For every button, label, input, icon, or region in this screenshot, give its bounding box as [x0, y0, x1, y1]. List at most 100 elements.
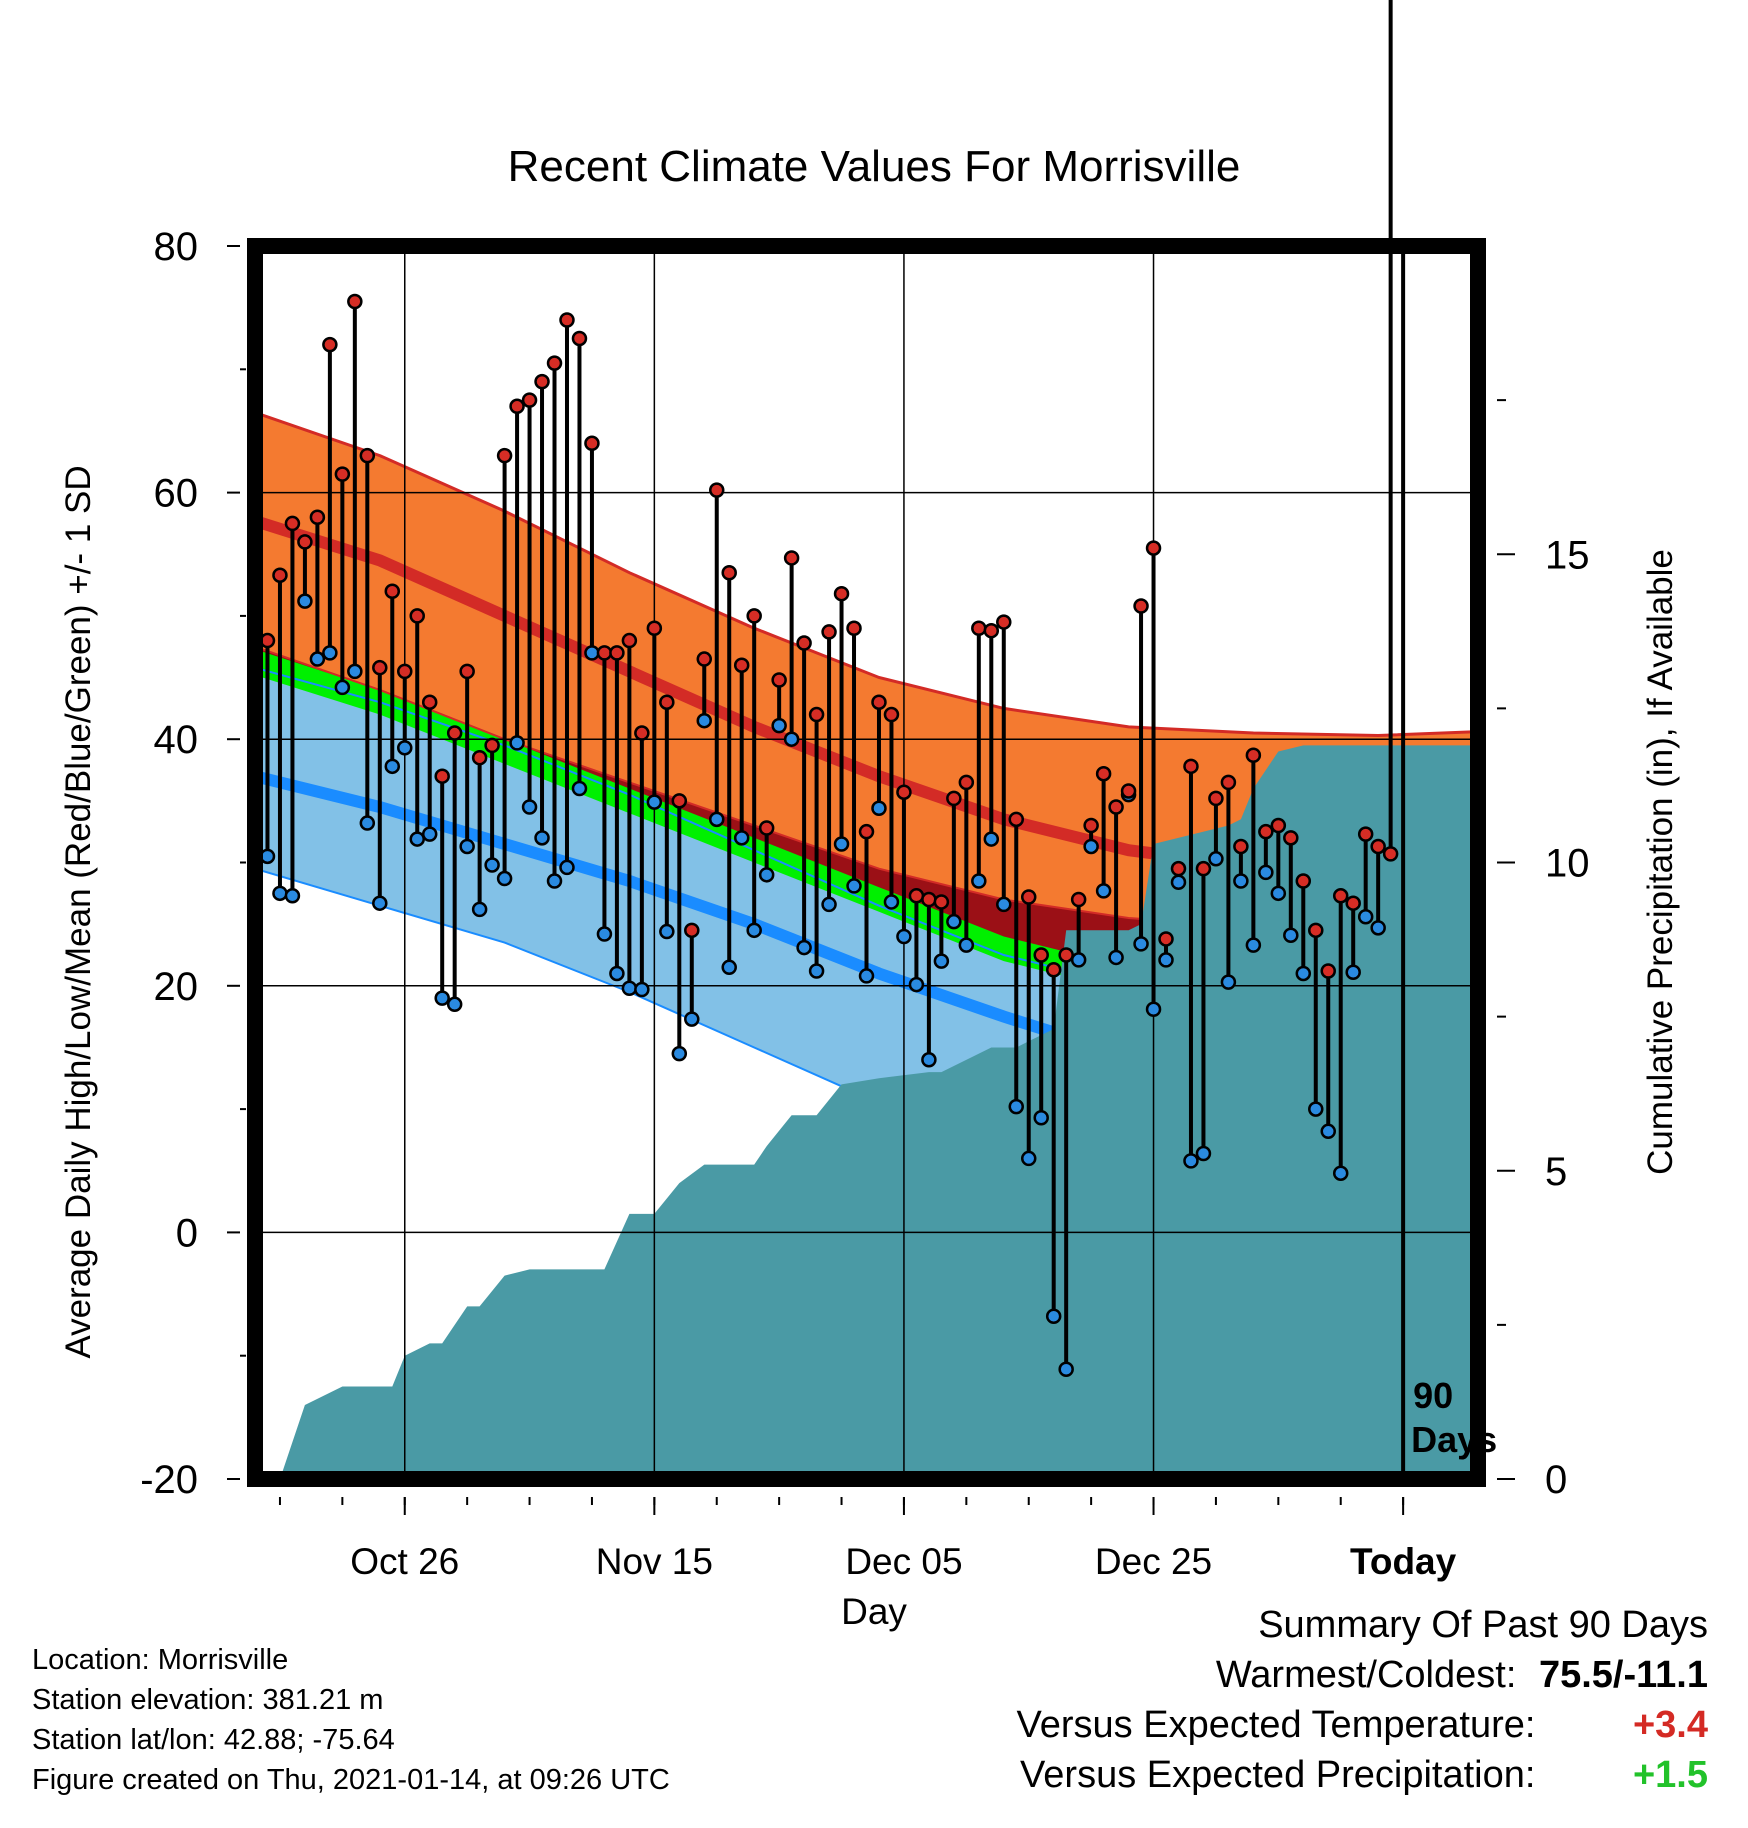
- daily-low-point: [646, 794, 663, 810]
- today-days-label: 90: [1413, 1375, 1453, 1416]
- daily-high-point: [733, 657, 750, 673]
- summary-warmest-row: Warmest/Coldest: 75.5/-11.1: [1017, 1650, 1708, 1700]
- daily-high-point: [459, 663, 475, 680]
- y2-tick-label: 0: [1545, 1458, 1567, 1502]
- daily-high-point: [546, 355, 563, 371]
- daily-low-point: [322, 645, 338, 661]
- daily-high-point: [858, 823, 875, 840]
- x-tick-label: Nov 15: [596, 1541, 713, 1582]
- x-tick-label: Today: [1350, 1541, 1457, 1582]
- daily-high-point: [1332, 888, 1349, 904]
- daily-low-point: [571, 780, 588, 797]
- daily-high-point: [584, 435, 600, 452]
- daily-high-point: [1357, 826, 1374, 842]
- x-axis-label: Day: [841, 1591, 907, 1632]
- daily-high-point: [1320, 963, 1336, 979]
- daily-high-point: [758, 820, 775, 836]
- y-tick-label: 40: [154, 718, 199, 762]
- daily-high-point: [821, 624, 837, 640]
- daily-low-point: [1033, 1109, 1049, 1126]
- daily-low-point: [1195, 1145, 1212, 1162]
- station-info: Location: Morrisville Station elevation:…: [32, 1640, 670, 1800]
- daily-low-point: [796, 939, 812, 956]
- daily-low-point: [596, 926, 613, 942]
- daily-high-point: [359, 447, 376, 464]
- daily-low-point: [1183, 1153, 1199, 1169]
- daily-high-point: [272, 567, 288, 583]
- daily-low-point: [1357, 909, 1374, 925]
- temp-label: Versus Expected Temperature:: [1016, 1704, 1536, 1746]
- daily-low-point: [1345, 964, 1361, 980]
- daily-low-point: [783, 731, 800, 747]
- daily-high-point: [1258, 823, 1274, 840]
- daily-low-point: [397, 740, 413, 756]
- daily-low-point: [459, 838, 475, 855]
- daily-low-point: [559, 859, 575, 876]
- daily-low-point: [771, 717, 787, 734]
- daily-high-point: [908, 888, 925, 904]
- daily-high-point: [996, 614, 1012, 630]
- daily-high-point: [771, 672, 787, 688]
- y2-tick-label: 15: [1545, 533, 1590, 577]
- daily-high-point: [958, 774, 975, 791]
- daily-high-point: [1183, 758, 1199, 775]
- daily-low-point: [1245, 937, 1262, 953]
- daily-high-point: [509, 398, 525, 415]
- daily-low-point: [821, 896, 837, 913]
- daily-low-point: [471, 901, 488, 918]
- daily-high-point: [1170, 860, 1187, 877]
- y-tick-label: -20: [140, 1458, 198, 1502]
- daily-low-point: [484, 857, 500, 873]
- daily-high-point: [921, 891, 937, 908]
- daily-high-point: [721, 564, 737, 581]
- daily-low-point: [309, 651, 326, 667]
- daily-high-point: [696, 651, 713, 667]
- daily-high-point: [796, 635, 812, 651]
- chart-title: Recent Climate Values For Morrisville: [508, 142, 1241, 191]
- daily-high-point: [1008, 811, 1025, 828]
- daily-low-point: [1083, 838, 1099, 855]
- daily-high-point: [1220, 774, 1237, 791]
- daily-high-point: [1058, 947, 1074, 963]
- daily-low-point: [708, 811, 725, 828]
- daily-high-point: [1083, 817, 1099, 834]
- daily-high-point: [833, 585, 850, 602]
- y-axis-label: Average Daily High/Low/Mean (Red/Blue/Gr…: [59, 465, 98, 1358]
- daily-low-point: [534, 830, 550, 846]
- daily-low-point: [284, 888, 301, 904]
- daily-low-point: [996, 896, 1012, 913]
- daily-high-point: [409, 608, 425, 624]
- daily-high-point: [347, 293, 363, 310]
- daily-low-point: [496, 870, 513, 887]
- daily-low-point: [621, 980, 638, 997]
- daily-high-point: [284, 515, 301, 532]
- daily-high-point: [659, 694, 675, 710]
- daily-high-point: [1345, 895, 1361, 911]
- y2-tick-label: 10: [1545, 842, 1590, 886]
- daily-high-point: [1070, 891, 1087, 908]
- daily-high-point: [1133, 598, 1149, 614]
- daily-high-point: [434, 768, 450, 784]
- daily-high-point: [1245, 747, 1262, 763]
- daily-high-point: [896, 784, 912, 800]
- y-tick-label: 20: [154, 965, 199, 1009]
- x-tick-label: Dec 05: [845, 1541, 962, 1582]
- daily-low-point: [696, 712, 713, 729]
- daily-low-point: [671, 1045, 688, 1062]
- daily-low-point: [1283, 927, 1299, 943]
- daily-high-point: [1145, 540, 1162, 556]
- daily-high-point: [671, 793, 688, 809]
- station-elevation: Station elevation: 381.21 m: [32, 1684, 384, 1716]
- daily-low-point: [833, 836, 850, 852]
- daily-low-point: [546, 873, 563, 889]
- daily-high-point: [1033, 947, 1049, 963]
- daily-low-point: [421, 826, 438, 842]
- daily-high-point: [1095, 765, 1112, 782]
- daily-high-point: [397, 663, 413, 680]
- daily-high-point: [1283, 830, 1299, 846]
- daily-low-point: [347, 663, 363, 680]
- daily-low-point: [1370, 920, 1386, 936]
- daily-low-point: [1258, 864, 1274, 881]
- plot-area: 80 60 40 20 0 -20 15 10 5 0 Oct 26 Nov 15 Dec 05 Dec …: [140, 0, 1590, 1582]
